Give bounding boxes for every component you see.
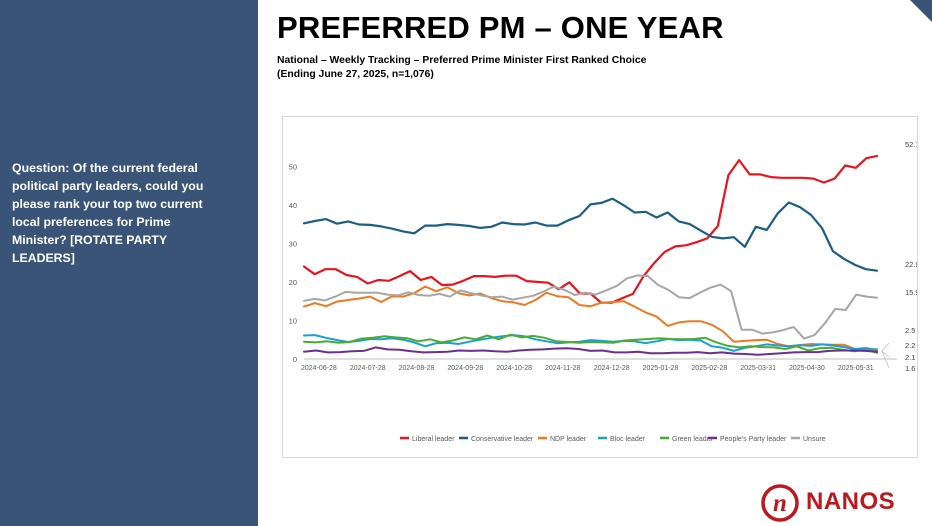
x-tick-label: 2025-04-30: [789, 365, 825, 372]
legend-label: NDP leader: [550, 436, 587, 443]
end-value-label: 2.5: [905, 326, 915, 335]
chart-frame: 0 10 20 30 40 50 2024-06-28 2024-07-28 2024-08-2…: [282, 116, 918, 458]
subtitle-tracking: National – Weekly Tracking – Preferred P…: [277, 55, 647, 66]
y-tick-label: 10: [289, 316, 297, 325]
y-tick-label: 50: [289, 162, 297, 171]
x-tick-label: 2024-09-28: [447, 365, 483, 372]
nanos-logo-mark-icon: n: [761, 484, 799, 522]
end-value-label: 1.6: [905, 364, 915, 373]
end-value-label: 52.7: [905, 140, 917, 149]
x-tick-label: 2024-10-28: [496, 365, 532, 372]
x-tick-label: 2024-12-28: [594, 365, 630, 372]
end-value-label: 2.2: [905, 341, 915, 350]
legend-label: Liberal leader: [412, 436, 455, 443]
nanos-logo: n NANOS: [760, 483, 900, 523]
x-tick-label: 2025-02-28: [691, 365, 727, 372]
series-line-green-leader: [303, 333, 878, 354]
subtitle-sample: (Ending June 27, 2025, n=1,076): [277, 69, 434, 80]
legend-label: Bloc leader: [610, 436, 646, 443]
end-value-label: 15.9: [905, 288, 917, 297]
x-tick-label: 2024-07-28: [350, 365, 386, 372]
page-title: PREFERRED PM – ONE YEAR: [277, 10, 724, 45]
sidebar-panel: Question: Of the current federal politic…: [0, 0, 258, 526]
x-tick-label: 2024-11-28: [545, 365, 580, 372]
x-tick-label: 2024-06-28: [301, 365, 337, 372]
x-tick-label: 2025-03-31: [740, 365, 776, 372]
y-tick-label: 20: [289, 278, 297, 287]
end-label-leader-lines: [881, 342, 890, 369]
y-tick-label: 0: [293, 355, 297, 364]
x-tick-label: 2024-08-28: [399, 365, 435, 372]
y-tick-label: 30: [289, 239, 297, 248]
legend-label: People's Party leader: [720, 436, 787, 443]
logo-mark-letter: n: [773, 490, 787, 517]
x-tick-label: 2025-01-28: [643, 365, 679, 372]
corner-accent: [910, 0, 932, 22]
end-value-label: 2.1: [905, 353, 915, 362]
series-line-unsure: [303, 274, 878, 340]
line-chart: 0 10 20 30 40 50 2024-06-28 2024-07-28 2024-08-2…: [289, 140, 917, 443]
logo-text: NANOS: [806, 488, 896, 515]
legend-label: Unsure: [803, 436, 826, 443]
y-tick-label: 40: [289, 201, 297, 210]
end-value-label: 22.9: [905, 260, 917, 269]
x-tick-label: 2025-05-31: [838, 365, 874, 372]
series-line-bloc-leader: [303, 334, 878, 352]
legend-label: Green leader: [672, 436, 714, 443]
series-line-people-s-party-leader: [303, 346, 878, 356]
series-line-conservative-leader: [302, 197, 879, 272]
legend-label: Conservative leader: [471, 436, 534, 443]
question-text: Question: Of the current federal politic…: [12, 161, 204, 265]
